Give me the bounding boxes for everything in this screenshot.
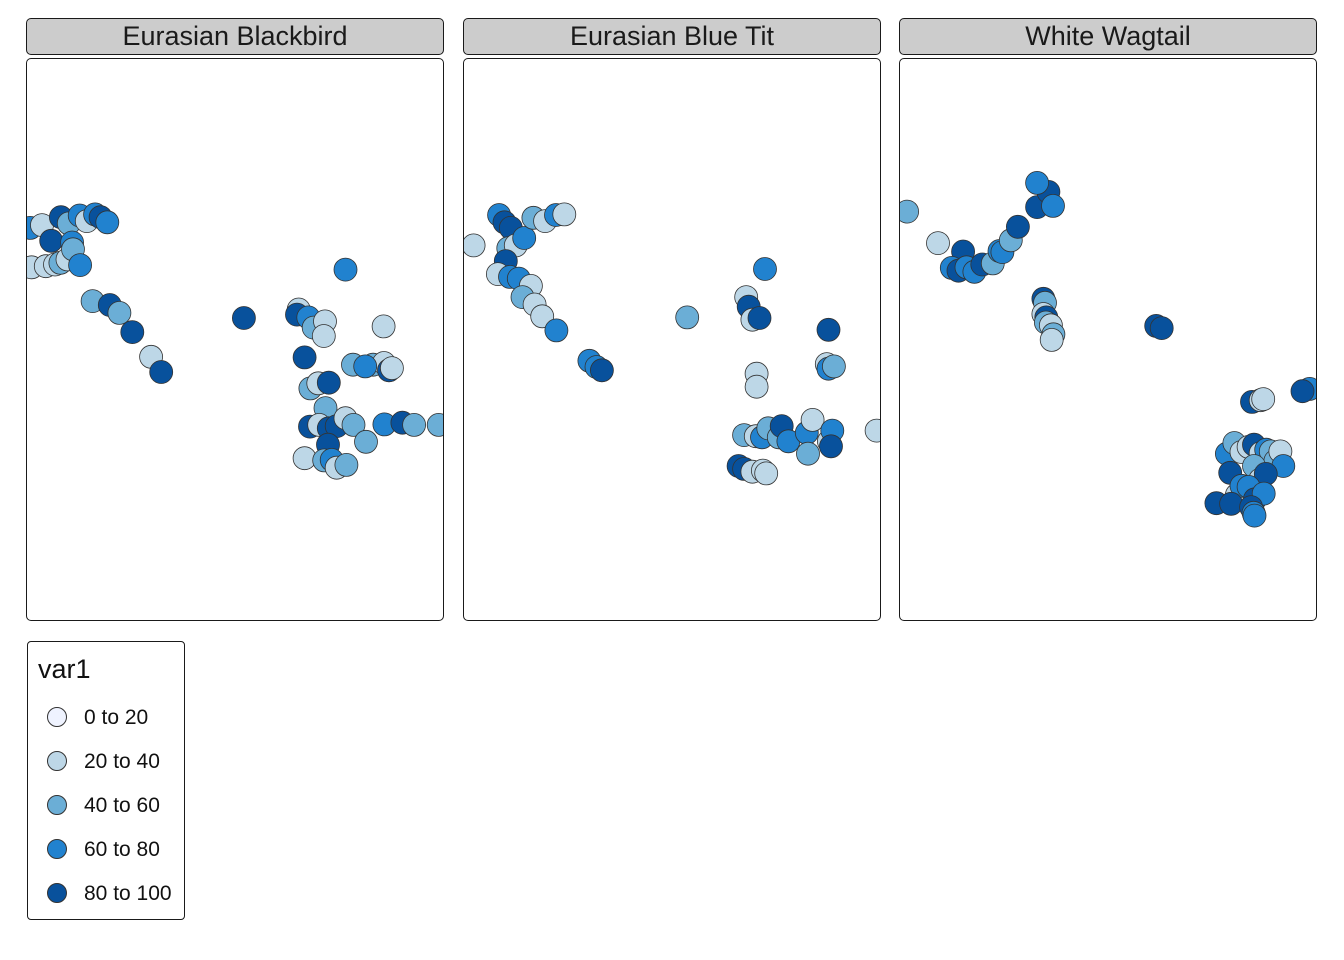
data-point (402, 412, 427, 437)
legend-swatch (47, 839, 67, 859)
data-point (796, 441, 820, 466)
legend-item: 0 to 20 (28, 702, 184, 732)
legend-swatch (47, 707, 67, 727)
data-point (292, 345, 317, 370)
data-point (464, 233, 486, 258)
data-point (149, 360, 174, 384)
facet-blackbird: Eurasian Blackbird (26, 18, 444, 621)
data-point (1025, 171, 1050, 195)
data-point (1041, 193, 1065, 218)
legend-item: 80 to 100 (28, 878, 184, 908)
data-point (333, 257, 358, 282)
facet-white-wagtail: White Wagtail (899, 18, 1317, 621)
data-point (39, 228, 64, 253)
legend-swatch (47, 795, 67, 815)
data-point (334, 452, 359, 477)
data-point (544, 318, 569, 343)
data-point (371, 314, 396, 339)
facet-strip-title: Eurasian Blackbird (26, 18, 444, 55)
legend-label: 40 to 60 (84, 794, 160, 817)
data-point (316, 370, 341, 395)
data-point (1242, 503, 1267, 528)
points-layer (900, 171, 1316, 528)
data-point (1149, 316, 1174, 341)
legend: var1 0 to 20 20 to 40 40 to 60 60 to 80 80 t… (27, 641, 185, 920)
points-layer (464, 202, 880, 486)
legend-label: 0 to 20 (84, 706, 149, 729)
data-point (353, 354, 378, 379)
data-point (311, 324, 336, 348)
points-layer (27, 202, 443, 480)
data-point (864, 418, 880, 443)
data-point (675, 305, 700, 330)
data-point (1219, 491, 1244, 516)
data-point (589, 358, 614, 383)
facet-blue-tit: Eurasian Blue Tit (463, 18, 881, 621)
legend-swatch (47, 751, 67, 771)
map-panel-white-wagtail (899, 58, 1317, 621)
data-point (900, 199, 919, 224)
data-point (744, 374, 769, 399)
data-point (552, 202, 577, 227)
data-point (231, 306, 256, 330)
data-point (819, 434, 843, 459)
data-point (747, 306, 772, 330)
legend-label: 80 to 100 (84, 882, 172, 905)
data-point (816, 317, 841, 342)
data-point (800, 407, 825, 432)
data-point (354, 429, 378, 454)
legend-item: 60 to 80 (28, 834, 184, 864)
data-point (379, 356, 404, 381)
map-panel-blue-tit (463, 58, 881, 621)
data-point (1006, 214, 1030, 239)
facet-strip-title: Eurasian Blue Tit (463, 18, 881, 55)
data-point (1251, 387, 1276, 412)
legend-label: 60 to 80 (84, 838, 160, 861)
data-point (68, 253, 92, 278)
data-point (1290, 379, 1315, 404)
data-point (754, 461, 779, 486)
legend-swatch (47, 883, 67, 903)
data-point (341, 412, 366, 437)
legend-item: 40 to 60 (28, 790, 184, 820)
data-point (926, 231, 950, 256)
data-point (753, 257, 777, 281)
data-point (1039, 327, 1064, 352)
legend-title: var1 (38, 654, 91, 684)
map-panel-blackbird (26, 58, 444, 621)
legend-label: 20 to 40 (84, 750, 160, 773)
data-point (426, 413, 443, 437)
data-point (107, 300, 132, 325)
data-point (512, 226, 537, 250)
data-point (120, 320, 145, 345)
legend-item: 20 to 40 (28, 746, 184, 776)
data-point (821, 354, 846, 379)
facet-strip-title: White Wagtail (899, 18, 1317, 55)
data-point (95, 210, 120, 235)
